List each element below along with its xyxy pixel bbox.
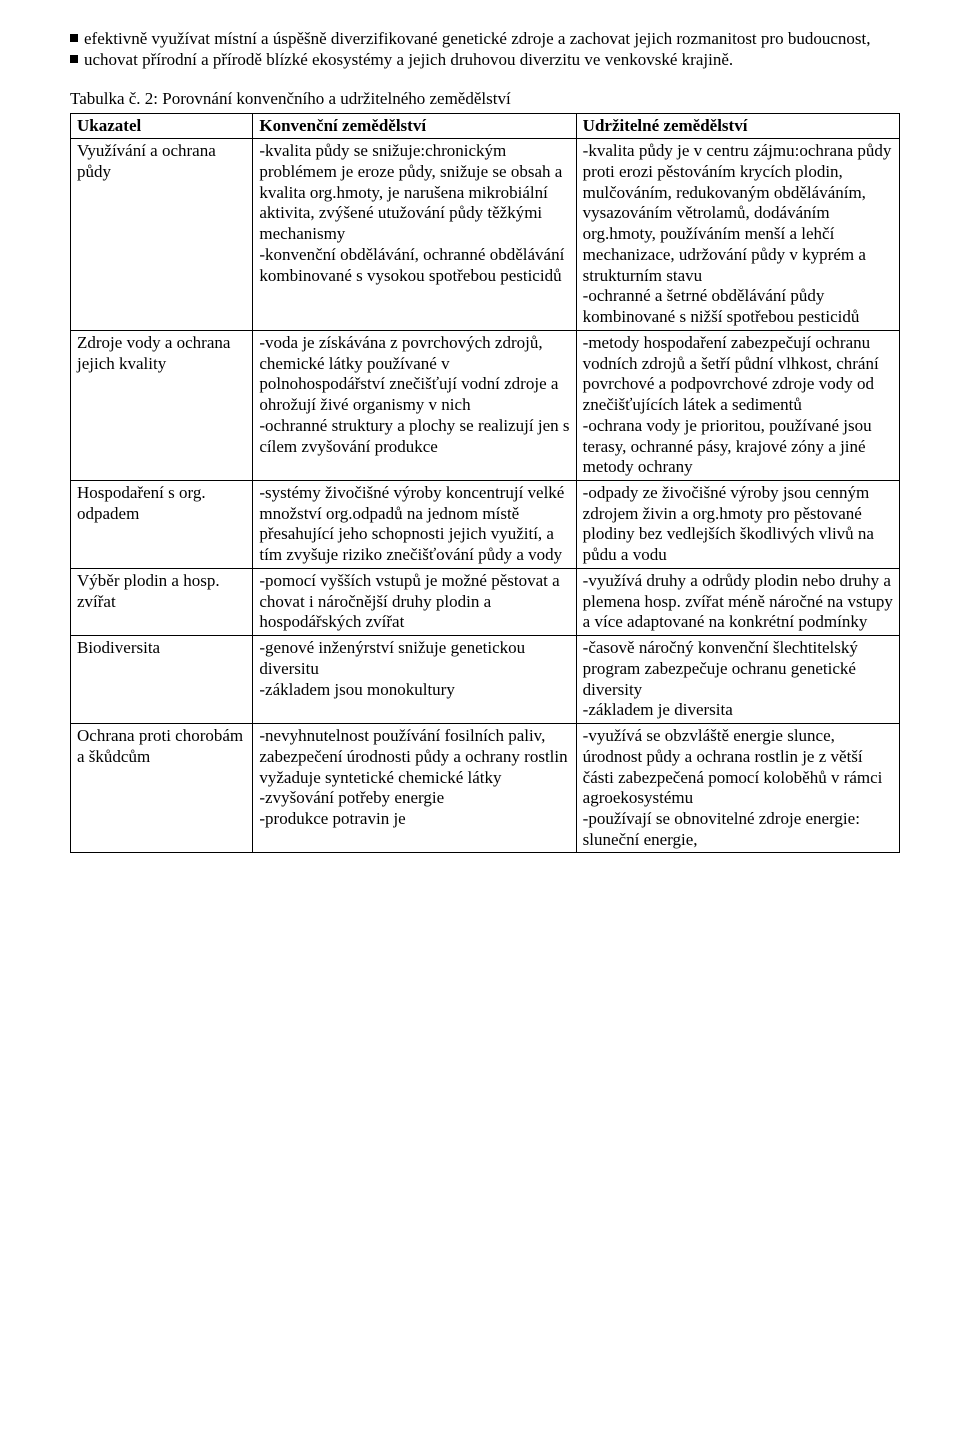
table-row: Výběr plodin a hosp. zvířat -pomocí vyšš… xyxy=(71,568,900,635)
cell-conventional: -kvalita půdy se snižuje:chronickým prob… xyxy=(253,139,576,331)
cell-sustainable: -metody hospodaření zabezpečují ochranu … xyxy=(576,330,899,480)
cell-sustainable: -odpady ze živočišné výroby jsou cenným … xyxy=(576,480,899,568)
page-body: efektivně využívat místní a úspěšně dive… xyxy=(0,0,960,873)
cell-indicator: Výběr plodin a hosp. zvířat xyxy=(71,568,253,635)
cell-conventional: -voda je získávána z povrchových zdrojů,… xyxy=(253,330,576,480)
square-bullet-icon xyxy=(70,55,78,63)
col-header-sustainable: Udržitelné zemědělství xyxy=(576,113,899,139)
bullet-item: uchovat přírodní a přírodě blízké ekosys… xyxy=(70,49,900,70)
cell-conventional: -systémy živočišné výroby koncentrují ve… xyxy=(253,480,576,568)
cell-indicator: Zdroje vody a ochrana jejich kvality xyxy=(71,330,253,480)
table-row: Využívání a ochrana půdy -kvalita půdy s… xyxy=(71,139,900,331)
bullet-text: uchovat přírodní a přírodě blízké ekosys… xyxy=(84,49,900,70)
square-bullet-icon xyxy=(70,34,78,42)
cell-conventional: -pomocí vyšších vstupů je možné pěstovat… xyxy=(253,568,576,635)
cell-conventional: -genové inženýrství snižuje genetickou d… xyxy=(253,636,576,724)
cell-indicator: Hospodaření s org. odpadem xyxy=(71,480,253,568)
cell-sustainable: -využívá se obzvláště energie slunce, úr… xyxy=(576,724,899,853)
table-header-row: Ukazatel Konvenční zemědělství Udržiteln… xyxy=(71,113,900,139)
col-header-indicator: Ukazatel xyxy=(71,113,253,139)
cell-indicator: Využívání a ochrana půdy xyxy=(71,139,253,331)
cell-sustainable: -využívá druhy a odrůdy plodin nebo druh… xyxy=(576,568,899,635)
table-row: Hospodaření s org. odpadem -systémy živo… xyxy=(71,480,900,568)
bullet-item: efektivně využívat místní a úspěšně dive… xyxy=(70,28,900,49)
cell-indicator: Biodiversita xyxy=(71,636,253,724)
comparison-table: Ukazatel Konvenční zemědělství Udržiteln… xyxy=(70,113,900,854)
table-row: Ochrana proti chorobám a škůdcům -nevyhn… xyxy=(71,724,900,853)
cell-sustainable: -časově náročný konvenční šlechtitelský … xyxy=(576,636,899,724)
table-caption: Tabulka č. 2: Porovnání konvenčního a ud… xyxy=(70,89,900,109)
cell-indicator: Ochrana proti chorobám a škůdcům xyxy=(71,724,253,853)
cell-conventional: -nevyhnutelnost používání fosilních pali… xyxy=(253,724,576,853)
bullet-text: efektivně využívat místní a úspěšně dive… xyxy=(84,28,900,49)
cell-sustainable: -kvalita půdy je v centru zájmu:ochrana … xyxy=(576,139,899,331)
bullet-list: efektivně využívat místní a úspěšně dive… xyxy=(70,28,900,71)
table-row: Zdroje vody a ochrana jejich kvality -vo… xyxy=(71,330,900,480)
table-row: Biodiversita -genové inženýrství snižuje… xyxy=(71,636,900,724)
col-header-conventional: Konvenční zemědělství xyxy=(253,113,576,139)
